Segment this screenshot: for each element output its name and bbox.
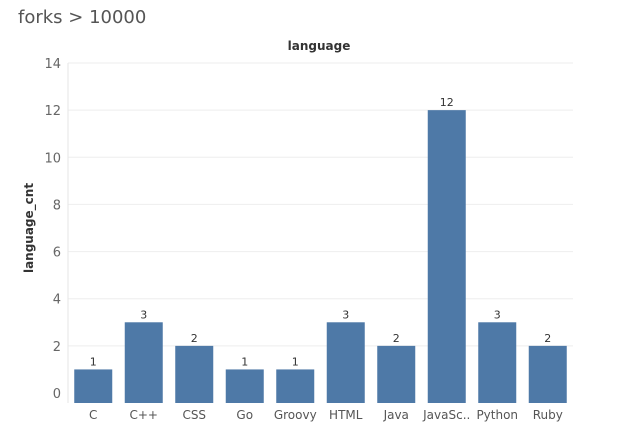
page-title: forks > 10000 <box>18 7 147 28</box>
bar <box>478 322 517 403</box>
x-tick-label: HTML <box>329 408 363 422</box>
y-tick-label: 10 <box>44 151 61 166</box>
bar <box>175 345 214 403</box>
y-axis: 0 2 4 6 8 10 12 14 <box>44 57 69 403</box>
data-label: 3 <box>140 308 147 321</box>
data-label: 2 <box>393 332 400 345</box>
x-tick-label: Python <box>476 408 518 422</box>
x-tick-label: Ruby <box>533 408 563 422</box>
x-tick-label: JavaSc.. <box>422 408 470 422</box>
grid-lines <box>68 62 573 347</box>
x-axis: C C++ CSS Go Groovy HTML Java JavaSc.. Python Rub… <box>89 408 563 422</box>
y-tick-label: 2 <box>53 340 61 355</box>
y-tick-label: 12 <box>44 104 61 119</box>
bar <box>528 345 567 403</box>
x-tick-label: C <box>89 408 97 422</box>
x-tick-label: C++ <box>130 408 159 422</box>
x-tick-label: CSS <box>182 408 206 422</box>
y-tick-label: 14 <box>44 57 61 72</box>
data-label: 2 <box>191 332 198 345</box>
y-axis-title: language_cnt <box>22 183 37 273</box>
bar <box>326 322 365 403</box>
bar <box>377 345 416 403</box>
data-label: 2 <box>544 332 551 345</box>
x-tick-label: Java <box>383 408 409 422</box>
bars <box>74 110 567 404</box>
y-tick-label: 6 <box>53 246 61 261</box>
data-labels: 1 3 2 1 1 3 2 12 3 2 <box>90 96 552 368</box>
y-tick-label: 4 <box>53 293 61 308</box>
data-label: 1 <box>292 355 299 368</box>
data-label: 3 <box>342 308 349 321</box>
bar <box>124 322 163 403</box>
data-label: 12 <box>440 96 454 109</box>
data-label: 3 <box>494 308 501 321</box>
bar <box>74 369 113 403</box>
bar <box>225 369 264 403</box>
chart-title: language <box>288 39 351 53</box>
x-tick-label: Go <box>236 408 253 422</box>
bar <box>427 110 466 404</box>
data-label: 1 <box>241 355 248 368</box>
y-tick-label: 0 <box>53 387 61 402</box>
x-tick-label: Groovy <box>274 408 317 422</box>
data-label: 1 <box>90 355 97 368</box>
bar <box>276 369 315 403</box>
y-tick-label: 8 <box>53 198 61 213</box>
